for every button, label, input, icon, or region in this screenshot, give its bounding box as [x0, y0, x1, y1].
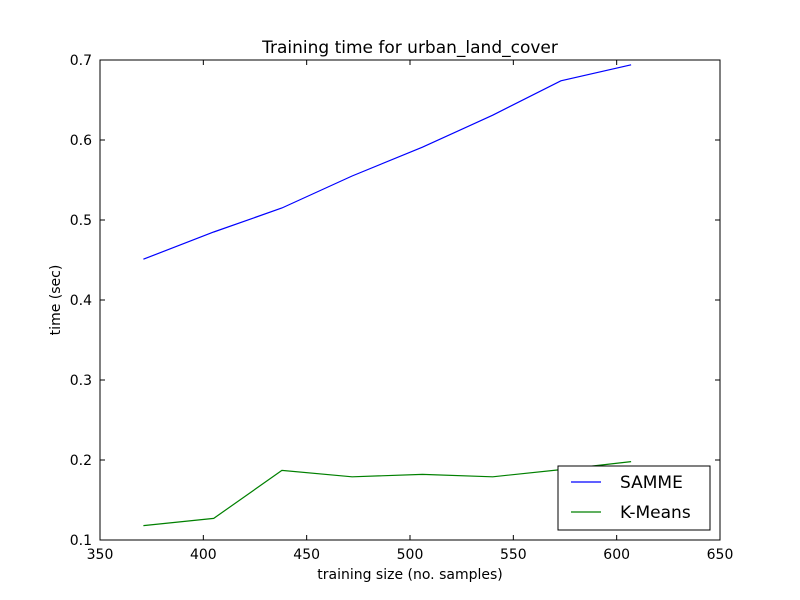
x-axis-label: training size (no. samples) [317, 567, 503, 583]
y-tick-label: 0.6 [70, 133, 92, 149]
plot-background [100, 60, 720, 540]
y-tick-label: 0.3 [70, 373, 92, 389]
x-tick-label: 350 [87, 547, 114, 563]
y-tick-label: 0.4 [70, 293, 92, 309]
legend-box [557, 465, 711, 531]
series-line-1 [143, 461, 632, 527]
legend-label-1: K-Means [620, 503, 691, 523]
y-tick-labels: 0.1 0.2 0.3 0.4 0.5 0.6 0.7 [70, 53, 92, 549]
series-layer [143, 64, 632, 527]
x-tick-label: 550 [500, 547, 527, 563]
x-tick-label: 450 [293, 547, 320, 563]
x-tick-labels: 350 400 450 500 550 600 650 [87, 547, 734, 563]
legend: SAMME K-Means [557, 465, 711, 531]
series-line-0 [143, 64, 632, 260]
y-tick-label: 0.1 [70, 533, 92, 549]
chart-title: Training time for urban_land_cover [261, 38, 558, 58]
legend-label-0: SAMME [620, 473, 683, 493]
x-tick-label: 650 [707, 547, 734, 563]
y-axis-label: time (sec) [48, 265, 64, 336]
x-tick-label: 400 [190, 547, 217, 563]
y-tick-label: 0.5 [70, 213, 92, 229]
x-tick-label: 500 [397, 547, 424, 563]
x-tick-label: 600 [603, 547, 630, 563]
plot-frame [99, 59, 721, 541]
y-tick-label: 0.7 [70, 53, 92, 69]
y-tick-label: 0.2 [70, 453, 92, 469]
